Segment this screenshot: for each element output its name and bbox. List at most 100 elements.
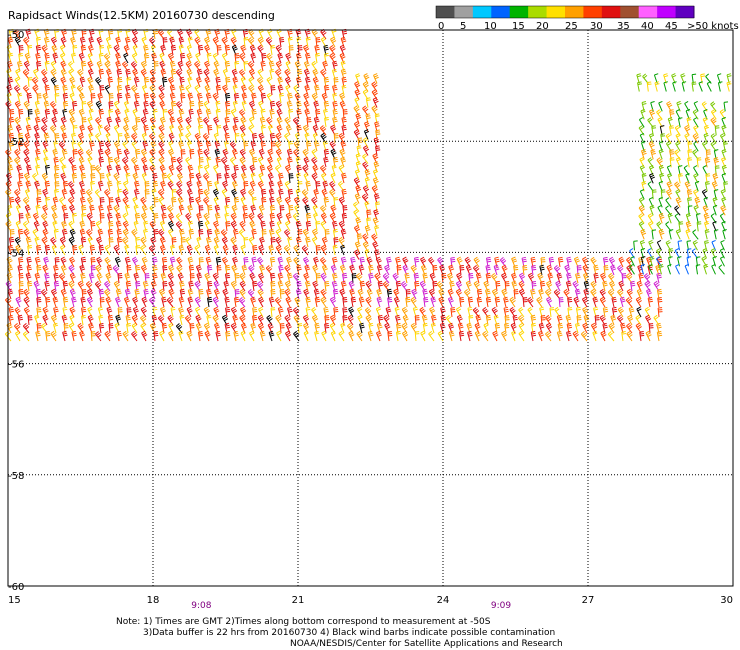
wind-barb	[18, 281, 24, 292]
wind-barb	[511, 272, 517, 284]
wind-barb	[122, 61, 129, 72]
wind-barb	[258, 244, 265, 256]
wind-barb	[214, 228, 221, 240]
wind-barb	[704, 229, 710, 240]
wind-barb	[304, 84, 311, 96]
wind-barb	[23, 306, 30, 318]
wind-barb	[268, 180, 275, 192]
wind-barb	[50, 236, 57, 248]
colorbar-swatch	[454, 6, 474, 18]
wind-barb	[311, 172, 318, 184]
wind-barb	[279, 205, 285, 216]
wind-barb	[98, 108, 105, 120]
wind-barb	[666, 189, 673, 200]
wind-barb	[276, 212, 283, 224]
wind-barb	[450, 257, 456, 268]
wind-barb	[197, 188, 204, 200]
wind-barb	[116, 330, 122, 342]
wind-barb	[648, 141, 655, 152]
wind-barb	[159, 244, 166, 256]
wind-barb	[402, 264, 409, 276]
wind-barb	[376, 322, 383, 334]
wind-barb	[157, 29, 165, 40]
wind-barb	[284, 314, 291, 326]
wind-barb	[422, 288, 428, 300]
wind-barb	[198, 220, 204, 232]
wind-barb	[125, 68, 131, 80]
wind-barb	[225, 77, 231, 88]
y-tick-label: -54	[8, 248, 24, 259]
wind-barb	[269, 212, 276, 224]
wind-barb	[177, 272, 184, 284]
wind-barb	[565, 314, 572, 326]
wind-barb	[108, 197, 114, 208]
wind-barb	[284, 68, 291, 80]
wind-barb	[557, 322, 564, 334]
wind-barb	[60, 172, 67, 184]
wind-barb	[305, 76, 311, 88]
wind-barb	[72, 245, 78, 256]
wind-barb	[410, 322, 417, 334]
wind-barb	[90, 165, 96, 176]
wind-barb	[230, 280, 237, 292]
wind-barb	[362, 153, 369, 164]
wind-barb	[108, 101, 114, 112]
wind-barb	[158, 288, 166, 300]
wind-barb	[14, 36, 21, 48]
wind-barb	[122, 124, 130, 136]
wind-barb	[646, 288, 652, 300]
wind-barb	[422, 272, 428, 284]
wind-barb	[198, 101, 204, 112]
wind-barb	[449, 280, 455, 292]
wind-barb	[704, 181, 710, 192]
wind-barb	[545, 289, 552, 300]
wind-barb	[482, 331, 489, 342]
wind-barb	[258, 306, 264, 318]
wind-barb	[649, 172, 655, 184]
wind-barb	[651, 189, 657, 200]
wind-barb	[305, 36, 311, 48]
wind-barb	[79, 124, 86, 136]
wind-barb	[590, 280, 597, 292]
wind-barb	[268, 330, 275, 342]
wind-barb	[297, 323, 303, 334]
wind-barb	[80, 272, 86, 284]
wind-barb	[518, 272, 526, 284]
wind-barb	[231, 172, 238, 184]
wind-barb	[113, 204, 120, 216]
wind-barb	[25, 180, 32, 192]
wind-barb	[195, 196, 202, 208]
wind-barb	[371, 81, 378, 92]
wind-barb	[116, 148, 122, 160]
wind-barb	[340, 322, 346, 334]
wind-barb	[686, 117, 692, 128]
wind-barb	[268, 188, 275, 200]
wind-barb	[204, 76, 211, 88]
wind-barb	[195, 322, 202, 334]
wind-barb	[583, 314, 590, 326]
wind-barb	[286, 256, 292, 268]
wind-barb	[179, 76, 185, 88]
wind-barb	[43, 100, 50, 112]
wind-barb	[374, 225, 380, 236]
wind-barb	[617, 315, 624, 326]
wind-barb	[593, 272, 599, 284]
wind-barb	[240, 330, 246, 342]
wind-barb	[285, 124, 292, 136]
colorbar-swatch	[657, 6, 677, 18]
wind-barb	[106, 264, 113, 276]
wind-barb	[113, 244, 120, 256]
wind-barb	[42, 140, 49, 152]
wind-barb	[134, 288, 140, 300]
wind-barb	[115, 52, 122, 64]
wind-barb	[249, 220, 256, 232]
wind-barb	[268, 244, 275, 256]
wind-barb	[178, 36, 185, 48]
wind-barb	[249, 164, 256, 176]
wind-barb	[655, 264, 662, 276]
wind-barb	[81, 117, 87, 128]
wind-barb	[198, 157, 204, 168]
wind-barb	[645, 330, 652, 342]
wind-barb	[321, 330, 327, 342]
wind-barb	[314, 44, 320, 56]
